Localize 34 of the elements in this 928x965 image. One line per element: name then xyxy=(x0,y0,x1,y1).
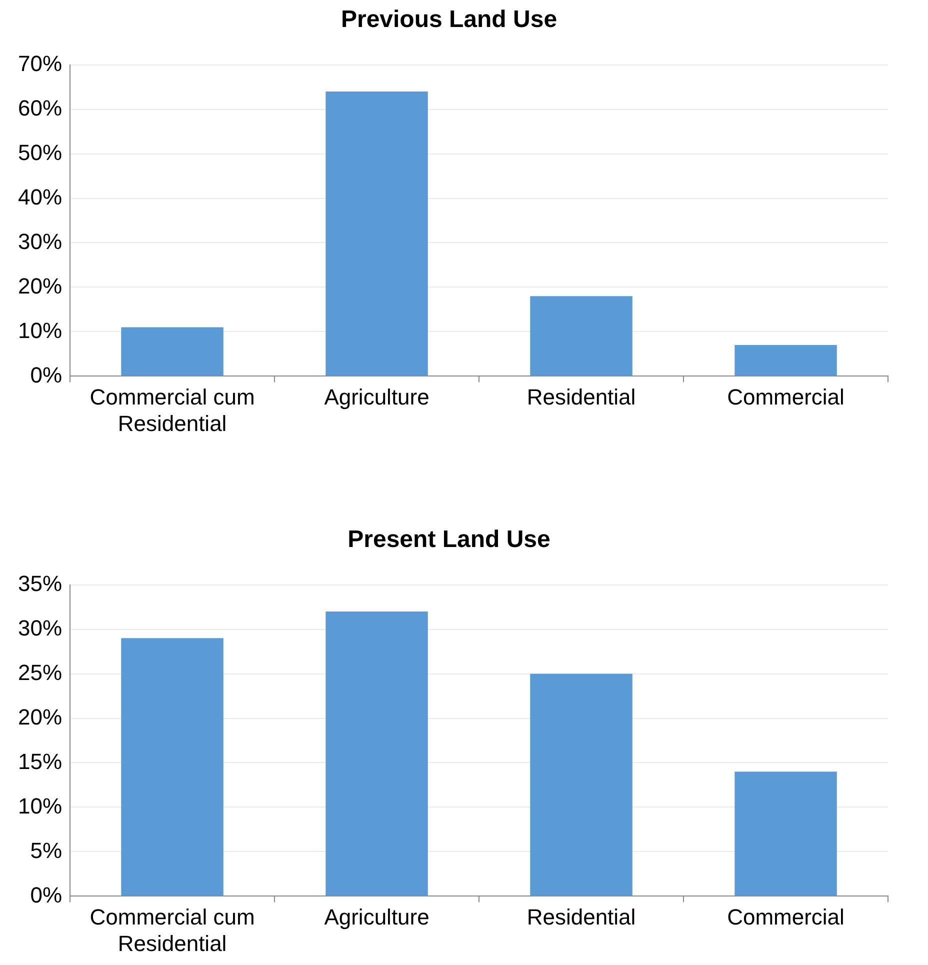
y-tick-label: 0% xyxy=(30,882,62,908)
y-tick-label: 20% xyxy=(18,704,62,730)
y-tick-label: 10% xyxy=(18,793,62,818)
y-tick-label: 0% xyxy=(30,362,62,388)
bar xyxy=(530,296,632,376)
bar xyxy=(734,345,837,376)
y-tick-label: 60% xyxy=(18,95,62,120)
x-tick-label: Residential xyxy=(526,384,636,410)
y-tick-label: 15% xyxy=(18,748,62,774)
x-tick-label: Commercial cum Residential xyxy=(90,904,255,956)
bar xyxy=(326,91,428,376)
y-tick-label: 70% xyxy=(18,50,62,76)
x-tick-label: Commercial xyxy=(727,904,844,930)
chart-title: Previous Land Use xyxy=(340,6,558,34)
bar xyxy=(121,327,224,376)
y-tick-label: 10% xyxy=(18,318,62,343)
y-tick-label: 20% xyxy=(18,273,62,298)
y-tick-label: 30% xyxy=(18,615,62,640)
bar xyxy=(326,611,428,896)
bar xyxy=(734,772,837,896)
x-tick-label: Agriculture xyxy=(324,904,430,930)
bar xyxy=(121,638,224,896)
chart-title: Present Land Use xyxy=(348,526,550,554)
x-tick-label: Commercial cum Residential xyxy=(90,384,255,436)
y-tick-label: 40% xyxy=(18,184,62,210)
y-tick-label: 30% xyxy=(18,228,62,254)
x-tick-label: Agriculture xyxy=(324,384,430,410)
y-tick-label: 25% xyxy=(18,660,62,685)
x-tick-label: Commercial xyxy=(727,384,844,410)
y-tick-label: 35% xyxy=(18,570,62,596)
y-tick-label: 5% xyxy=(30,838,62,863)
x-tick-label: Residential xyxy=(526,904,636,930)
y-tick-label: 50% xyxy=(18,140,62,165)
bar xyxy=(530,674,632,896)
